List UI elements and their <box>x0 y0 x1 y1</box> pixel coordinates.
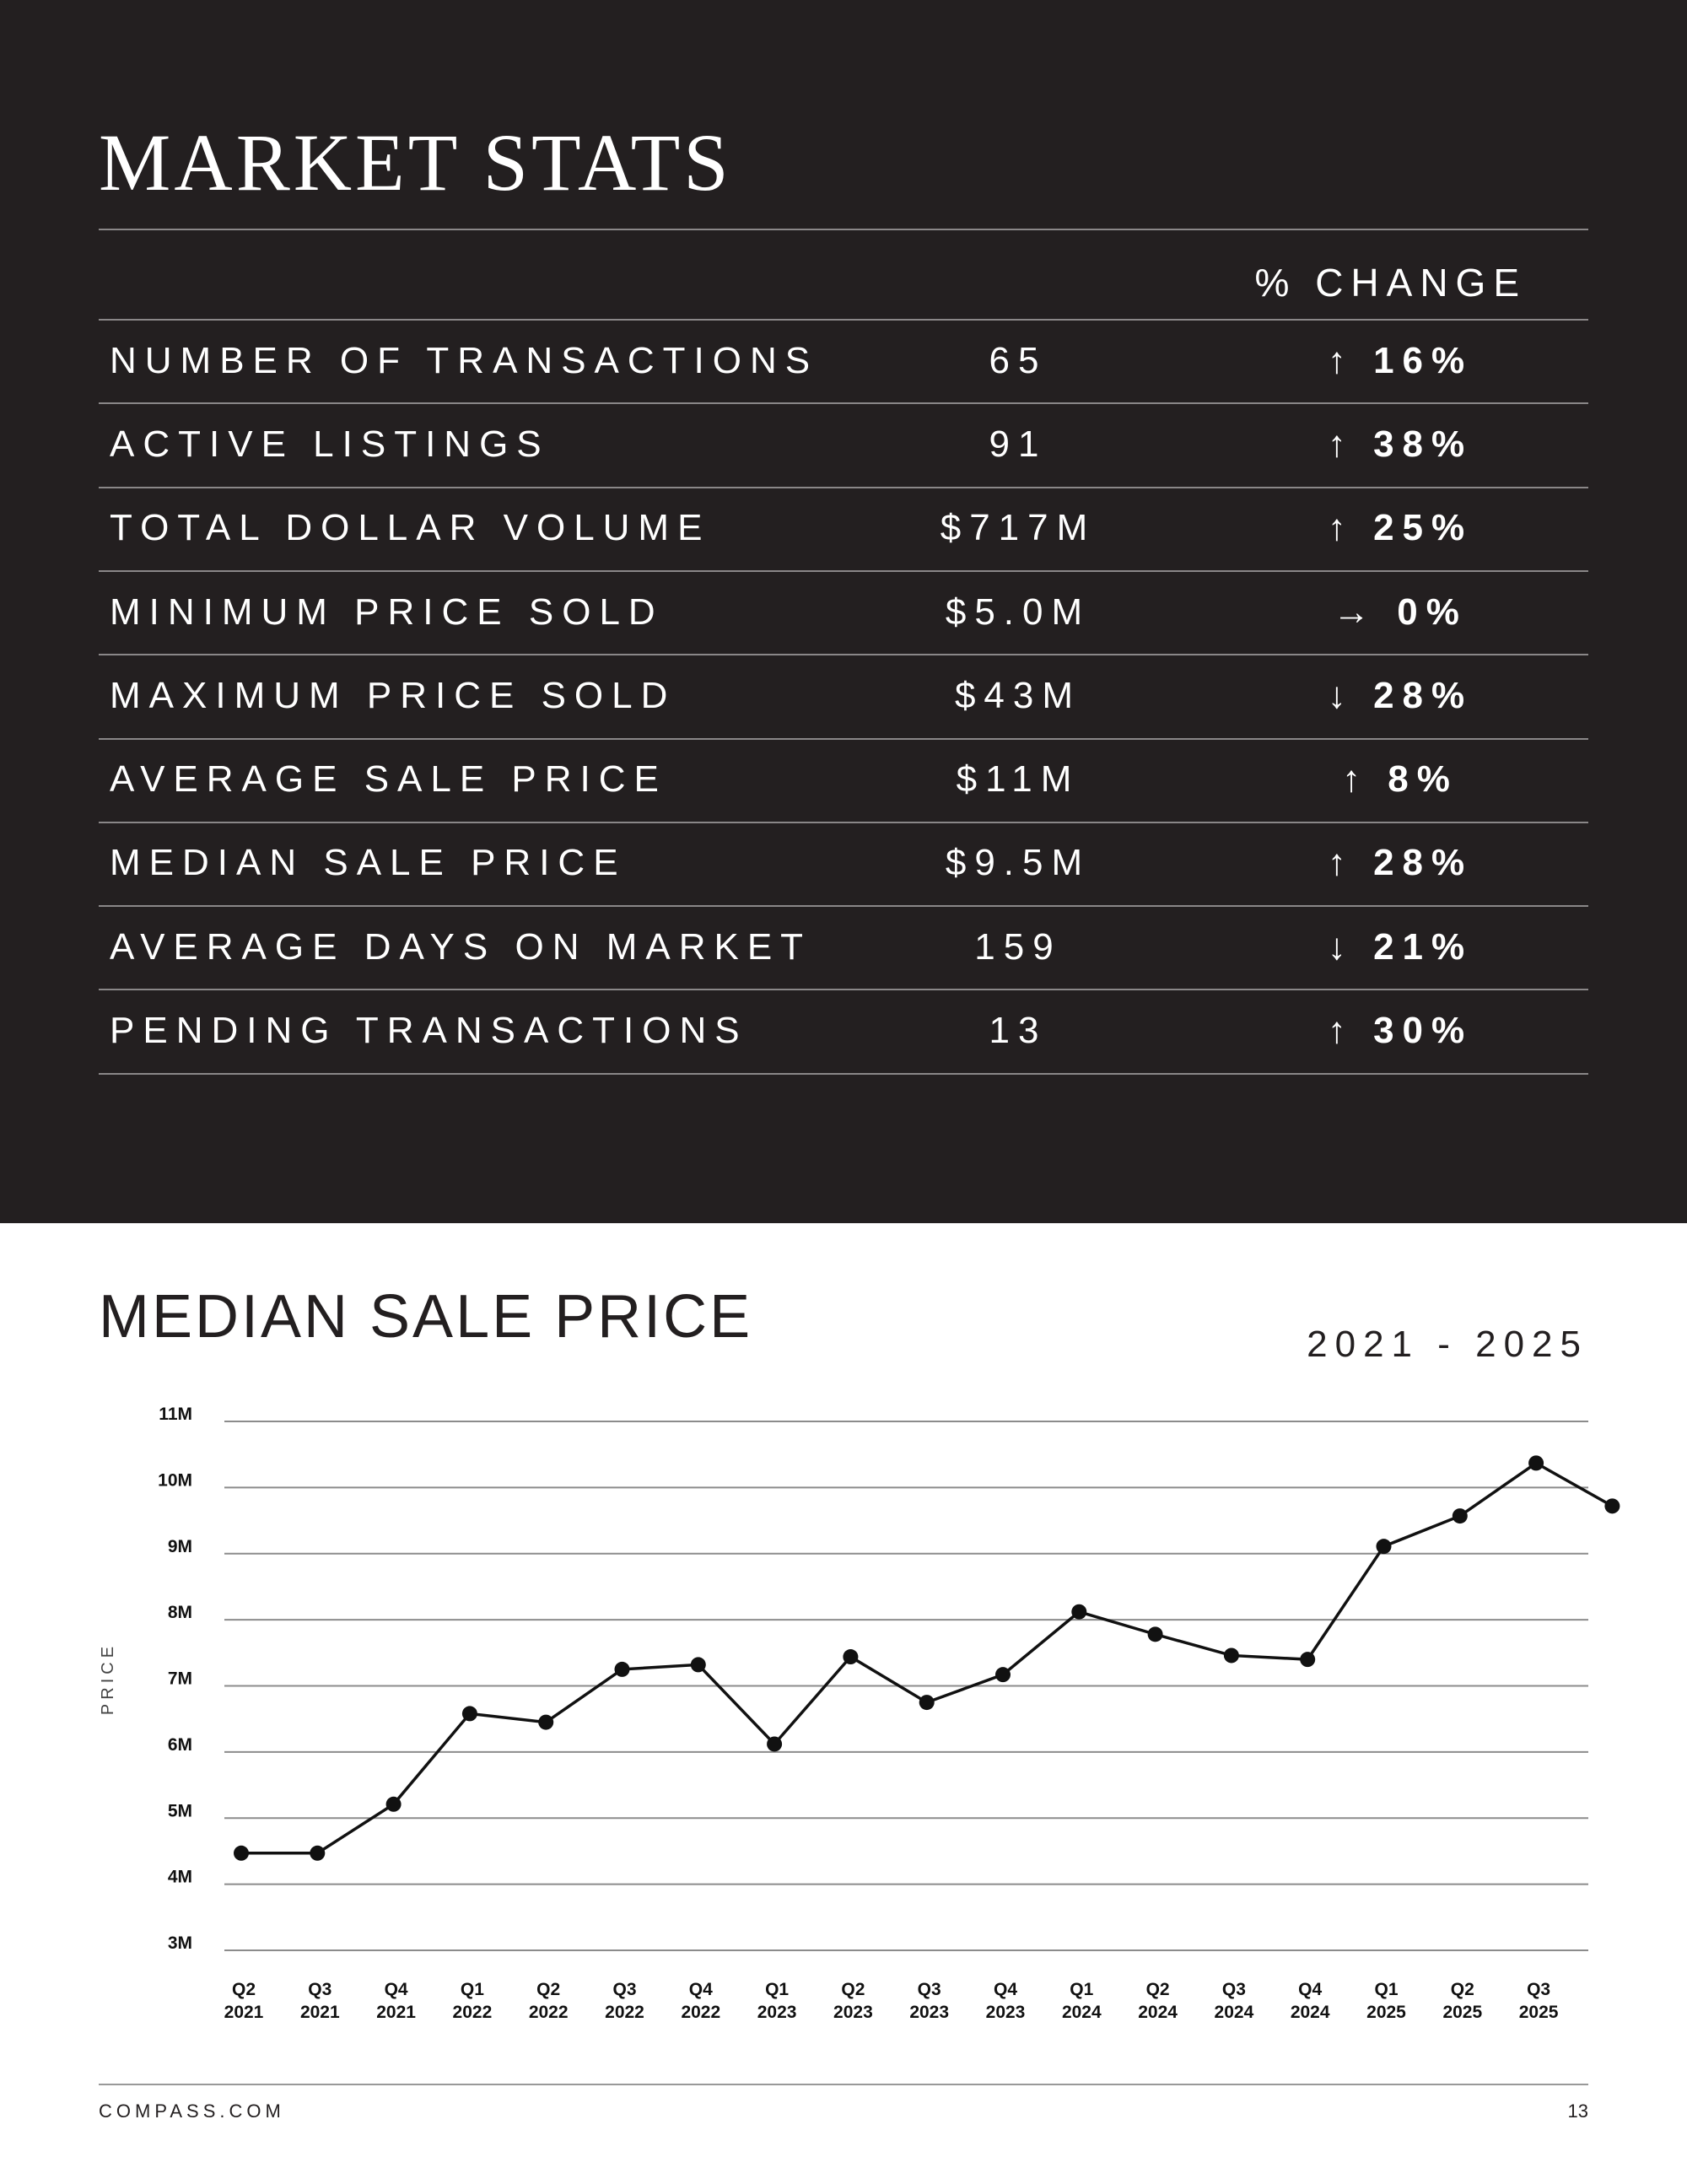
rule <box>99 569 1588 572</box>
x-tick-label: Q1 2024 <box>1061 1980 1102 2023</box>
point <box>461 1706 477 1722</box>
row-change: ↑ 30% <box>1327 1010 1474 1051</box>
row-change: ↑ 16% <box>1327 339 1474 381</box>
row-label: MEDIAN SALE PRICE <box>110 842 627 884</box>
row-label: PENDING TRANSACTIONS <box>110 1010 748 1051</box>
point <box>1528 1455 1544 1471</box>
row-label: MAXIMUM PRICE SOLD <box>110 674 676 716</box>
x-tick-label: Q3 2022 <box>605 1980 644 2023</box>
row-value: 65 <box>989 339 1048 381</box>
row-change: ↓ 28% <box>1327 674 1474 716</box>
row-change: ↑ 8% <box>1342 758 1458 801</box>
rule <box>99 319 1588 321</box>
row-label: AVERAGE SALE PRICE <box>110 758 667 801</box>
y-axis-label: PRICE <box>99 1642 117 1715</box>
x-tick-label: Q1 2022 <box>452 1980 493 2023</box>
x-tick-label: Q4 2022 <box>681 1980 721 2023</box>
row-value: $9.5M <box>945 842 1091 884</box>
chart-title: MEDIAN SALE PRICE <box>99 1283 752 1351</box>
rule <box>99 486 1588 488</box>
y-tick-label: 9M <box>168 1537 192 1556</box>
x-tick-label: Q2 2023 <box>833 1980 873 2023</box>
chart-subtitle: 2021 - 2025 <box>1307 1324 1588 1365</box>
row-label: MINIMUM PRICE SOLD <box>110 590 664 633</box>
point <box>767 1736 783 1752</box>
x-tick-label: Q1 2025 <box>1366 1980 1406 2023</box>
point <box>1071 1604 1087 1620</box>
row-value: $11M <box>956 758 1081 801</box>
y-tick-label: 8M <box>168 1603 192 1622</box>
x-tick-label: Q2 2025 <box>1442 1980 1483 2023</box>
point <box>1376 1539 1392 1555</box>
rule <box>99 821 1588 823</box>
point <box>1604 1498 1620 1514</box>
point <box>614 1661 630 1677</box>
section-title: MARKET STATS <box>99 117 732 208</box>
page-number: 13 <box>1568 2100 1588 2122</box>
point <box>919 1695 935 1711</box>
point <box>1223 1647 1239 1664</box>
point <box>1147 1626 1163 1642</box>
point <box>1452 1508 1468 1524</box>
rule <box>99 737 1588 740</box>
x-tick-label: Q3 2023 <box>909 1980 950 2023</box>
row-value: 91 <box>989 423 1048 465</box>
market-stats: MARKET STATS % CHANGE NUMBER OF TRANSACT… <box>0 0 1687 1223</box>
point <box>385 1796 402 1812</box>
rule <box>99 229 1588 230</box>
row-label: TOTAL DOLLAR VOLUME <box>110 507 711 549</box>
rule <box>99 905 1588 908</box>
row-value: 13 <box>989 1010 1048 1051</box>
row-change: → 0% <box>1333 590 1468 633</box>
row-value: $5.0M <box>945 590 1091 633</box>
y-tick-label: 11M <box>159 1405 192 1424</box>
point <box>1300 1652 1316 1668</box>
y-tick-label: 4M <box>168 1868 192 1887</box>
y-tick-label: 6M <box>168 1735 192 1755</box>
point <box>234 1845 249 1861</box>
chart: MEDIAN SALE PRICE 2021 - 2025 PRICE COMP… <box>99 1283 1620 2122</box>
point <box>538 1714 554 1730</box>
row-change: ↓ 21% <box>1327 925 1474 968</box>
row-value: 159 <box>974 925 1062 968</box>
x-tick-label: Q3 2025 <box>1518 1980 1559 2023</box>
row-change: ↑ 28% <box>1327 842 1474 884</box>
rule <box>99 989 1588 991</box>
rule <box>99 654 1588 656</box>
row-label: NUMBER OF TRANSACTIONS <box>110 339 819 381</box>
footer-site: COMPASS.COM <box>99 2100 285 2122</box>
x-tick-label: Q4 2023 <box>985 1980 1026 2023</box>
point <box>310 1845 326 1861</box>
row-value: $43M <box>954 674 1082 716</box>
line <box>241 1461 1614 1855</box>
x-tick-label: Q3 2021 <box>299 1980 340 2023</box>
point <box>843 1649 859 1665</box>
y-tick-label: 5M <box>168 1801 192 1820</box>
x-tick-label: Q3 2024 <box>1214 1980 1254 2023</box>
y-tick-label: 10M <box>158 1470 192 1490</box>
x-tick-label: Q2 2022 <box>528 1980 569 2023</box>
x-tick-label: Q4 2024 <box>1290 1980 1330 2023</box>
row-label: AVERAGE DAYS ON MARKET <box>110 925 812 968</box>
x-tick-label: Q4 2021 <box>376 1980 416 2023</box>
x-tick-label: Q2 2021 <box>224 1980 264 2023</box>
row-value: $717M <box>940 507 1097 549</box>
row-label: ACTIVE LISTINGS <box>110 423 550 465</box>
y-tick-label: 3M <box>168 1933 192 1953</box>
rule <box>99 1072 1588 1075</box>
x-tick-label: Q1 2023 <box>757 1980 797 2023</box>
rule <box>99 402 1588 405</box>
row-change: ↑ 25% <box>1327 507 1474 549</box>
x-tick-label: Q2 2024 <box>1138 1980 1178 2023</box>
point <box>690 1657 706 1673</box>
y-tick-label: 7M <box>168 1669 192 1689</box>
point <box>995 1667 1011 1683</box>
row-change: ↑ 38% <box>1327 423 1474 465</box>
column-header: % CHANGE <box>1254 261 1527 305</box>
